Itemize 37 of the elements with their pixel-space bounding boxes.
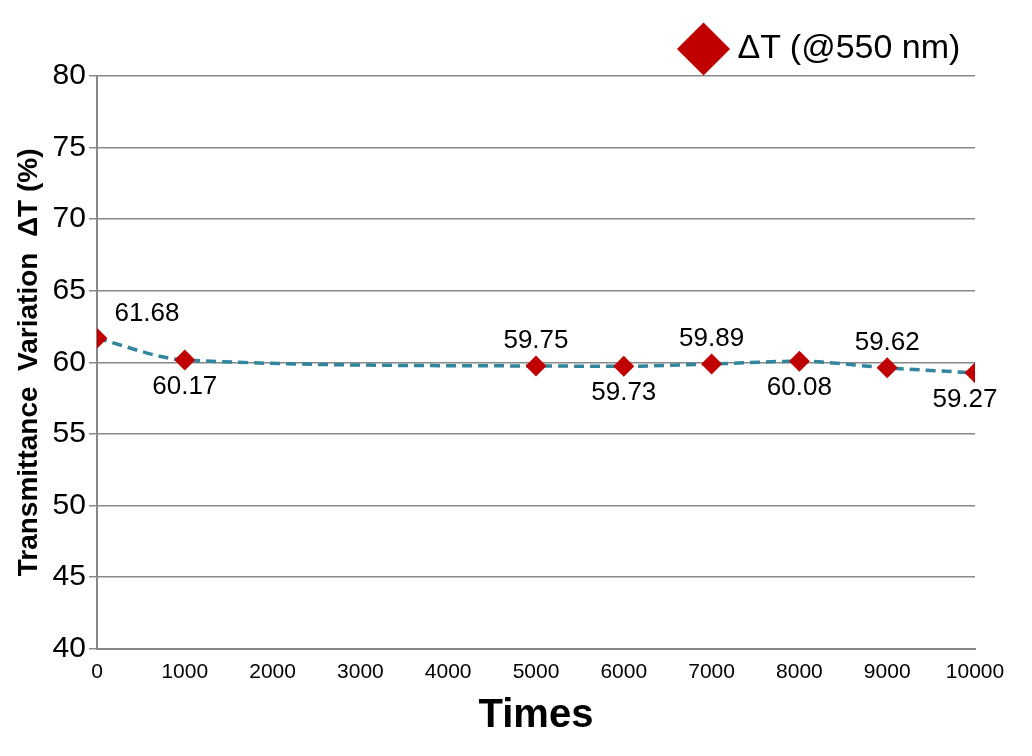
y-tick-label: 45 [52, 558, 86, 592]
data-label: 60.17 [152, 370, 218, 401]
point [789, 351, 810, 371]
x-tick-label: 4000 [424, 659, 472, 683]
point [175, 350, 195, 370]
x-axis-title: Times [478, 691, 594, 736]
x-tick-label: 10000 [945, 659, 1005, 683]
x-tick-label: 0 [91, 659, 103, 683]
x-tick-label: 9000 [863, 659, 911, 683]
x-tick-label: 2000 [249, 659, 296, 683]
x-tick-label: 1000 [161, 659, 209, 683]
point [701, 354, 722, 374]
y-axis-title: Transmittance Variation ΔT (%) [11, 148, 43, 577]
data-label: 59.62 [854, 326, 920, 357]
point [614, 356, 634, 377]
x-tick-label: 5000 [512, 659, 560, 683]
x-tick-label: 6000 [600, 659, 648, 683]
y-tick-label: 80 [52, 57, 86, 91]
y-tick-label: 55 [52, 415, 86, 449]
y-tick-label: 50 [52, 486, 86, 520]
y-tick-label: 40 [52, 630, 86, 664]
legend-label: ΔT (@550 nm) [737, 27, 961, 66]
data-label: 59.89 [679, 322, 745, 353]
data-label: 61.68 [114, 296, 180, 327]
x-tick-label: 7000 [688, 659, 735, 683]
y-tick-label: 70 [52, 200, 86, 234]
x-tick-label: 8000 [776, 659, 823, 683]
point [877, 358, 897, 378]
point [526, 356, 546, 376]
y-tick-label: 60 [52, 343, 86, 377]
y-tick-label: 75 [52, 128, 86, 162]
x-tick-label: 3000 [337, 659, 384, 683]
data-label: 59.75 [503, 324, 569, 355]
data-label: 59.73 [591, 376, 657, 407]
data-label: 60.08 [766, 371, 832, 402]
data-label: 59.27 [932, 383, 998, 414]
y-tick-label: 65 [52, 272, 86, 306]
